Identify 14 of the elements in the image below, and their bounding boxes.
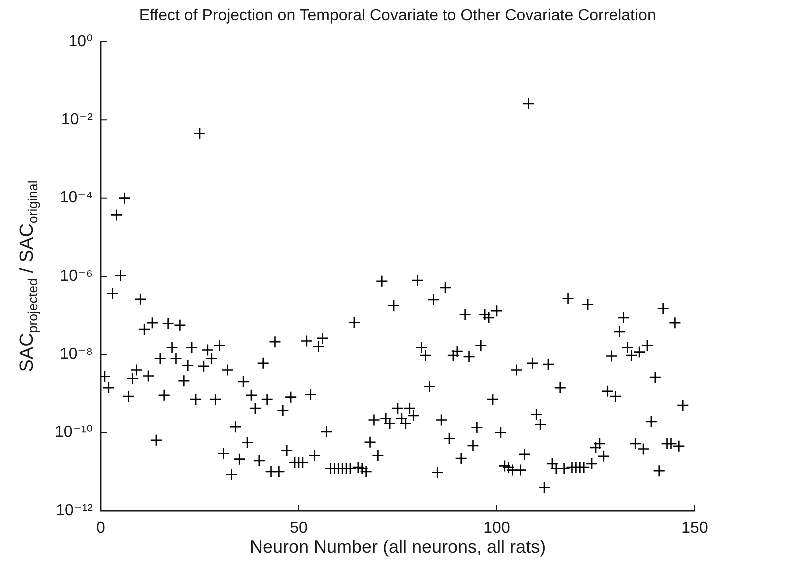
x-tick-label: 150 [682, 520, 708, 538]
y-tick-label: 10⁻² [61, 112, 94, 129]
y-tick-label: 10⁻⁶ [60, 268, 93, 285]
y-axis-title: SACprojected / SACoriginal [17, 180, 40, 372]
x-axis-title: Neuron Number (all neurons, all rats) [250, 536, 546, 557]
y-tick-label: 10⁻⁴ [60, 190, 94, 207]
x-tick-label: 100 [484, 520, 510, 538]
y-tick-label: 10⁻¹² [56, 502, 94, 520]
x-tick-label: 50 [290, 520, 308, 538]
y-tick-label: 10⁻¹⁰ [55, 424, 93, 442]
y-tick-label: 10⁻⁸ [60, 346, 93, 364]
y-tick-label: 10⁰ [68, 33, 93, 50]
x-tick-label: 0 [96, 520, 106, 538]
chart-title: Effect of Projection on Temporal Covariate to Other Covariate Correlation [139, 7, 656, 24]
